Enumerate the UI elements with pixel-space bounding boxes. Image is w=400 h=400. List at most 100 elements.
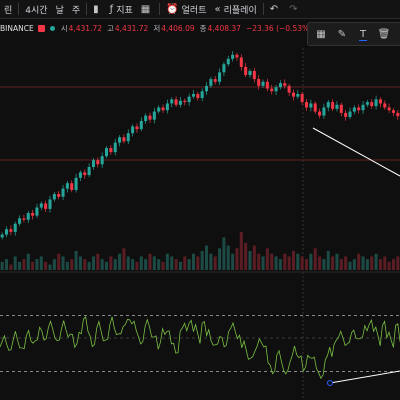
candle-body: [70, 183, 74, 190]
grid-icon[interactable]: ▦: [316, 28, 326, 40]
candle-body: [109, 148, 113, 153]
volume-bar: [122, 248, 126, 270]
drawing-toolbar: ▦ ✎ T 🗑: [307, 22, 400, 46]
volume-bar: [239, 232, 243, 270]
volume-bar: [113, 259, 117, 270]
candle-body: [135, 126, 139, 130]
candle-body: [348, 111, 352, 117]
candle-body: [370, 102, 374, 107]
candle-body: [152, 111, 156, 120]
pen-icon[interactable]: ✎: [337, 28, 347, 40]
candle-body: [396, 112, 400, 117]
candle-body: [122, 137, 126, 142]
redo-button[interactable]: ↷: [285, 0, 304, 18]
period-week-button[interactable]: 주: [71, 5, 81, 16]
close-value: 4,408.37: [207, 23, 241, 33]
candle-body: [209, 79, 213, 86]
candle-body: [13, 223, 17, 232]
top-toolbar: 린 4시간 날 주 ▮ ƒ 지표 ▦ ⏰ 얼러트 «리플레이 ↶ ↷: [0, 0, 400, 19]
volume-bar: [18, 261, 22, 270]
indicators-button[interactable]: ƒ 지표: [106, 0, 137, 18]
volume-bar: [257, 253, 261, 270]
text-icon[interactable]: T: [354, 25, 372, 43]
volume-bar: [105, 261, 109, 270]
interval-button[interactable]: 4시간: [25, 5, 48, 16]
volume-bar: [9, 264, 13, 270]
candle-body: [391, 110, 395, 113]
candle-body: [361, 104, 365, 111]
open-value: 4,431.72: [68, 23, 102, 33]
candle-body: [61, 188, 65, 197]
candle-body: [244, 66, 248, 76]
undo-button[interactable]: ↶: [266, 0, 285, 18]
toolbar-divider: [159, 3, 161, 15]
volume-bar: [126, 256, 130, 270]
candle-body: [265, 81, 269, 89]
low-label: 저: [153, 23, 161, 33]
redo-icon: ↷: [289, 3, 298, 15]
trendline-oscillator: [329, 370, 400, 384]
volume-bar: [205, 245, 209, 270]
candle-body: [322, 107, 326, 116]
volume-bar: [222, 237, 226, 270]
toolbar-divider: [262, 3, 264, 15]
candle-body: [126, 133, 130, 142]
symbol-name[interactable]: BINANCE: [0, 23, 34, 33]
layout-grid-icon: ▦: [140, 3, 151, 15]
volume-bar: [274, 256, 278, 270]
volume-bar: [31, 261, 35, 270]
candle-body: [39, 203, 43, 208]
candle-body: [344, 112, 348, 117]
candle-body: [5, 229, 9, 235]
candle-body: [0, 234, 4, 238]
oscillator-line: [0, 316, 400, 380]
volume-bar: [331, 256, 335, 270]
volume-bar: [265, 248, 269, 270]
volume-bar: [109, 256, 113, 270]
rewind-icon: «: [214, 3, 221, 15]
candle-type-button[interactable]: ▮: [89, 0, 106, 18]
volume-bar: [213, 256, 217, 270]
candle-body: [74, 177, 78, 190]
period-day-button[interactable]: 날: [55, 5, 64, 16]
volume-bar: [91, 256, 95, 270]
candle-body: [331, 102, 335, 109]
candle-body: [148, 115, 152, 120]
volume-bar: [191, 253, 195, 270]
candle-body: [222, 64, 226, 73]
candle-body: [57, 194, 61, 197]
volume-bar: [70, 259, 74, 270]
volume-bar: [361, 256, 365, 270]
volume-bar: [87, 261, 91, 270]
candle-body: [352, 107, 356, 112]
volume-bar: [296, 253, 300, 270]
volume-bar: [357, 253, 361, 270]
volume-bar: [44, 261, 48, 270]
volume-bar: [313, 248, 317, 270]
trash-icon[interactable]: 🗑: [377, 28, 391, 40]
volume-bar: [370, 256, 374, 270]
volume-bar: [78, 256, 82, 270]
volume-bar: [391, 259, 395, 270]
volume-bar: [300, 256, 304, 270]
alert-label: 얼러트: [181, 5, 207, 16]
alert-button[interactable]: ⏰ 얼러트: [162, 0, 210, 18]
candle-body: [318, 111, 322, 116]
candles-icon: ▮: [93, 3, 99, 15]
volume-bar: [383, 256, 387, 270]
candle-body: [231, 54, 235, 59]
volume-bar: [226, 245, 230, 270]
volume-bar: [209, 253, 213, 270]
volume-bar: [96, 253, 100, 270]
candle-body: [365, 102, 369, 105]
replay-label: 리플레이: [223, 5, 257, 16]
candle-body: [261, 81, 265, 86]
partial-label[interactable]: 린: [4, 5, 13, 16]
candle-body: [378, 99, 382, 104]
replay-button[interactable]: «리플레이: [211, 0, 261, 18]
candle-body: [196, 93, 200, 99]
candle-body: [52, 194, 56, 200]
layout-button[interactable]: ▦: [137, 0, 157, 18]
candle-body: [309, 103, 313, 108]
